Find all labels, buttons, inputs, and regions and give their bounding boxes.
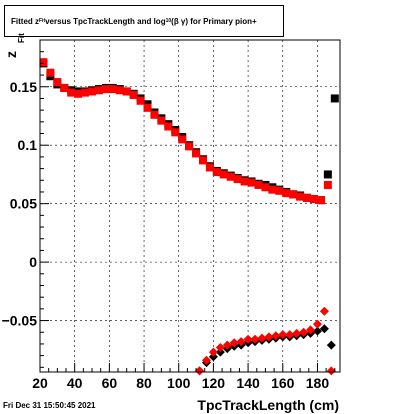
data-markers — [39, 58, 339, 376]
data-point-diamond — [257, 333, 267, 343]
data-point-square — [212, 168, 221, 177]
y-axis-label-subscript: Fit — [17, 33, 26, 43]
data-point-square — [185, 142, 194, 151]
x-tick-label: 160 — [271, 375, 295, 391]
data-point-square — [323, 180, 332, 189]
x-tick-label: 120 — [202, 375, 226, 391]
data-point-diamond — [285, 330, 295, 340]
data-point-square — [316, 196, 325, 205]
data-point-diamond — [208, 352, 218, 362]
data-point-square — [192, 149, 201, 158]
data-point-diamond — [250, 334, 260, 344]
x-tick-label: 140 — [236, 375, 260, 391]
data-point-square — [296, 192, 305, 201]
data-point-diamond — [312, 326, 322, 336]
data-point-diamond — [215, 342, 225, 352]
data-point-square — [39, 58, 48, 67]
data-point-square — [143, 103, 152, 112]
x-tick-label: 60 — [102, 375, 118, 391]
data-point-square — [157, 116, 166, 125]
data-point-diamond — [201, 355, 211, 365]
data-point-square — [219, 170, 228, 179]
data-point-diamond — [271, 331, 281, 341]
data-point-square — [254, 180, 263, 189]
data-point-diamond — [229, 338, 239, 348]
data-point-square — [282, 189, 291, 198]
data-point-diamond — [319, 324, 329, 334]
data-point-square — [81, 88, 90, 97]
data-point-square — [129, 90, 138, 99]
title-middle: versus TpcTrackLength and log — [45, 16, 166, 26]
data-point-diamond — [264, 332, 274, 342]
timestamp: Fri Dec 31 15:50:45 2021 — [3, 401, 96, 410]
y-axis-label: z — [3, 51, 19, 58]
data-point-square — [178, 135, 187, 144]
data-point-diamond — [292, 328, 302, 338]
data-point-diamond — [222, 340, 232, 350]
title-suffix: (β γ) for Primary pion+ — [171, 16, 257, 26]
data-point-diamond — [326, 366, 336, 376]
data-point-diamond — [208, 347, 218, 357]
data-point-square — [150, 110, 159, 119]
data-point-square — [261, 183, 270, 192]
x-tick-label: 100 — [167, 375, 191, 391]
data-point-square — [53, 78, 62, 87]
data-point-square — [247, 178, 256, 187]
data-point-square — [67, 88, 76, 97]
data-point-square — [136, 96, 145, 105]
x-tick-label: 180 — [306, 375, 330, 391]
data-point-diamond — [306, 325, 316, 335]
title-z-subscript: Fit — [39, 18, 46, 24]
data-point-square — [275, 186, 284, 195]
data-point-square — [164, 122, 173, 131]
plot-title: Fitted z Fit versus TpcTrackLength and lo… — [4, 5, 284, 37]
data-point-diamond — [195, 366, 205, 376]
data-point-diamond — [299, 327, 309, 337]
data-point-square — [289, 190, 298, 199]
data-point-square — [122, 87, 131, 96]
y-tick-label: 0.05 — [10, 196, 37, 212]
grid-lines — [39, 40, 340, 372]
data-point-square — [323, 170, 332, 179]
data-point-square — [330, 94, 339, 103]
data-point-square — [94, 86, 103, 95]
data-point-diamond — [326, 340, 336, 350]
data-point-square — [108, 85, 117, 94]
data-point-square — [309, 194, 318, 203]
x-tick-label: 40 — [67, 375, 83, 391]
title-prefix: Fitted z — [11, 16, 39, 26]
title-log-subscript: 10 — [165, 18, 172, 24]
data-point-square — [240, 177, 249, 186]
y-tick-label: 0.1 — [18, 137, 38, 153]
data-point-square — [101, 85, 110, 94]
data-point-square — [60, 83, 69, 92]
data-point-square — [88, 87, 97, 96]
data-point-square — [226, 172, 235, 181]
y-tick-label: −0.05 — [2, 313, 38, 329]
data-point-diamond — [312, 319, 322, 329]
y-tick-label: 0 — [29, 254, 37, 270]
data-point-square — [268, 185, 277, 194]
y-tick-label: 0.15 — [10, 79, 37, 95]
x-tick-label: 20 — [32, 375, 48, 391]
data-point-diamond — [243, 334, 253, 344]
data-point-diamond — [278, 330, 288, 340]
data-point-square — [199, 156, 208, 165]
data-point-square — [74, 89, 83, 98]
data-point-square — [233, 175, 242, 184]
data-point-diamond — [236, 337, 246, 347]
data-point-diamond — [215, 347, 225, 357]
axes: 20 40 60 80 100 120 140 160 180 −0.05 0 0.05 0.1 0.15 — [2, 39, 341, 391]
data-point-square — [205, 163, 214, 172]
x-tick-label: 80 — [136, 375, 152, 391]
data-point-square — [46, 68, 55, 77]
x-axis-label: TpcTrackLength (cm) — [197, 397, 339, 413]
data-point-square — [115, 86, 124, 95]
data-point-square — [171, 128, 180, 137]
plot-frame — [39, 39, 341, 373]
data-point-square — [303, 193, 312, 202]
data-point-diamond — [319, 306, 329, 316]
